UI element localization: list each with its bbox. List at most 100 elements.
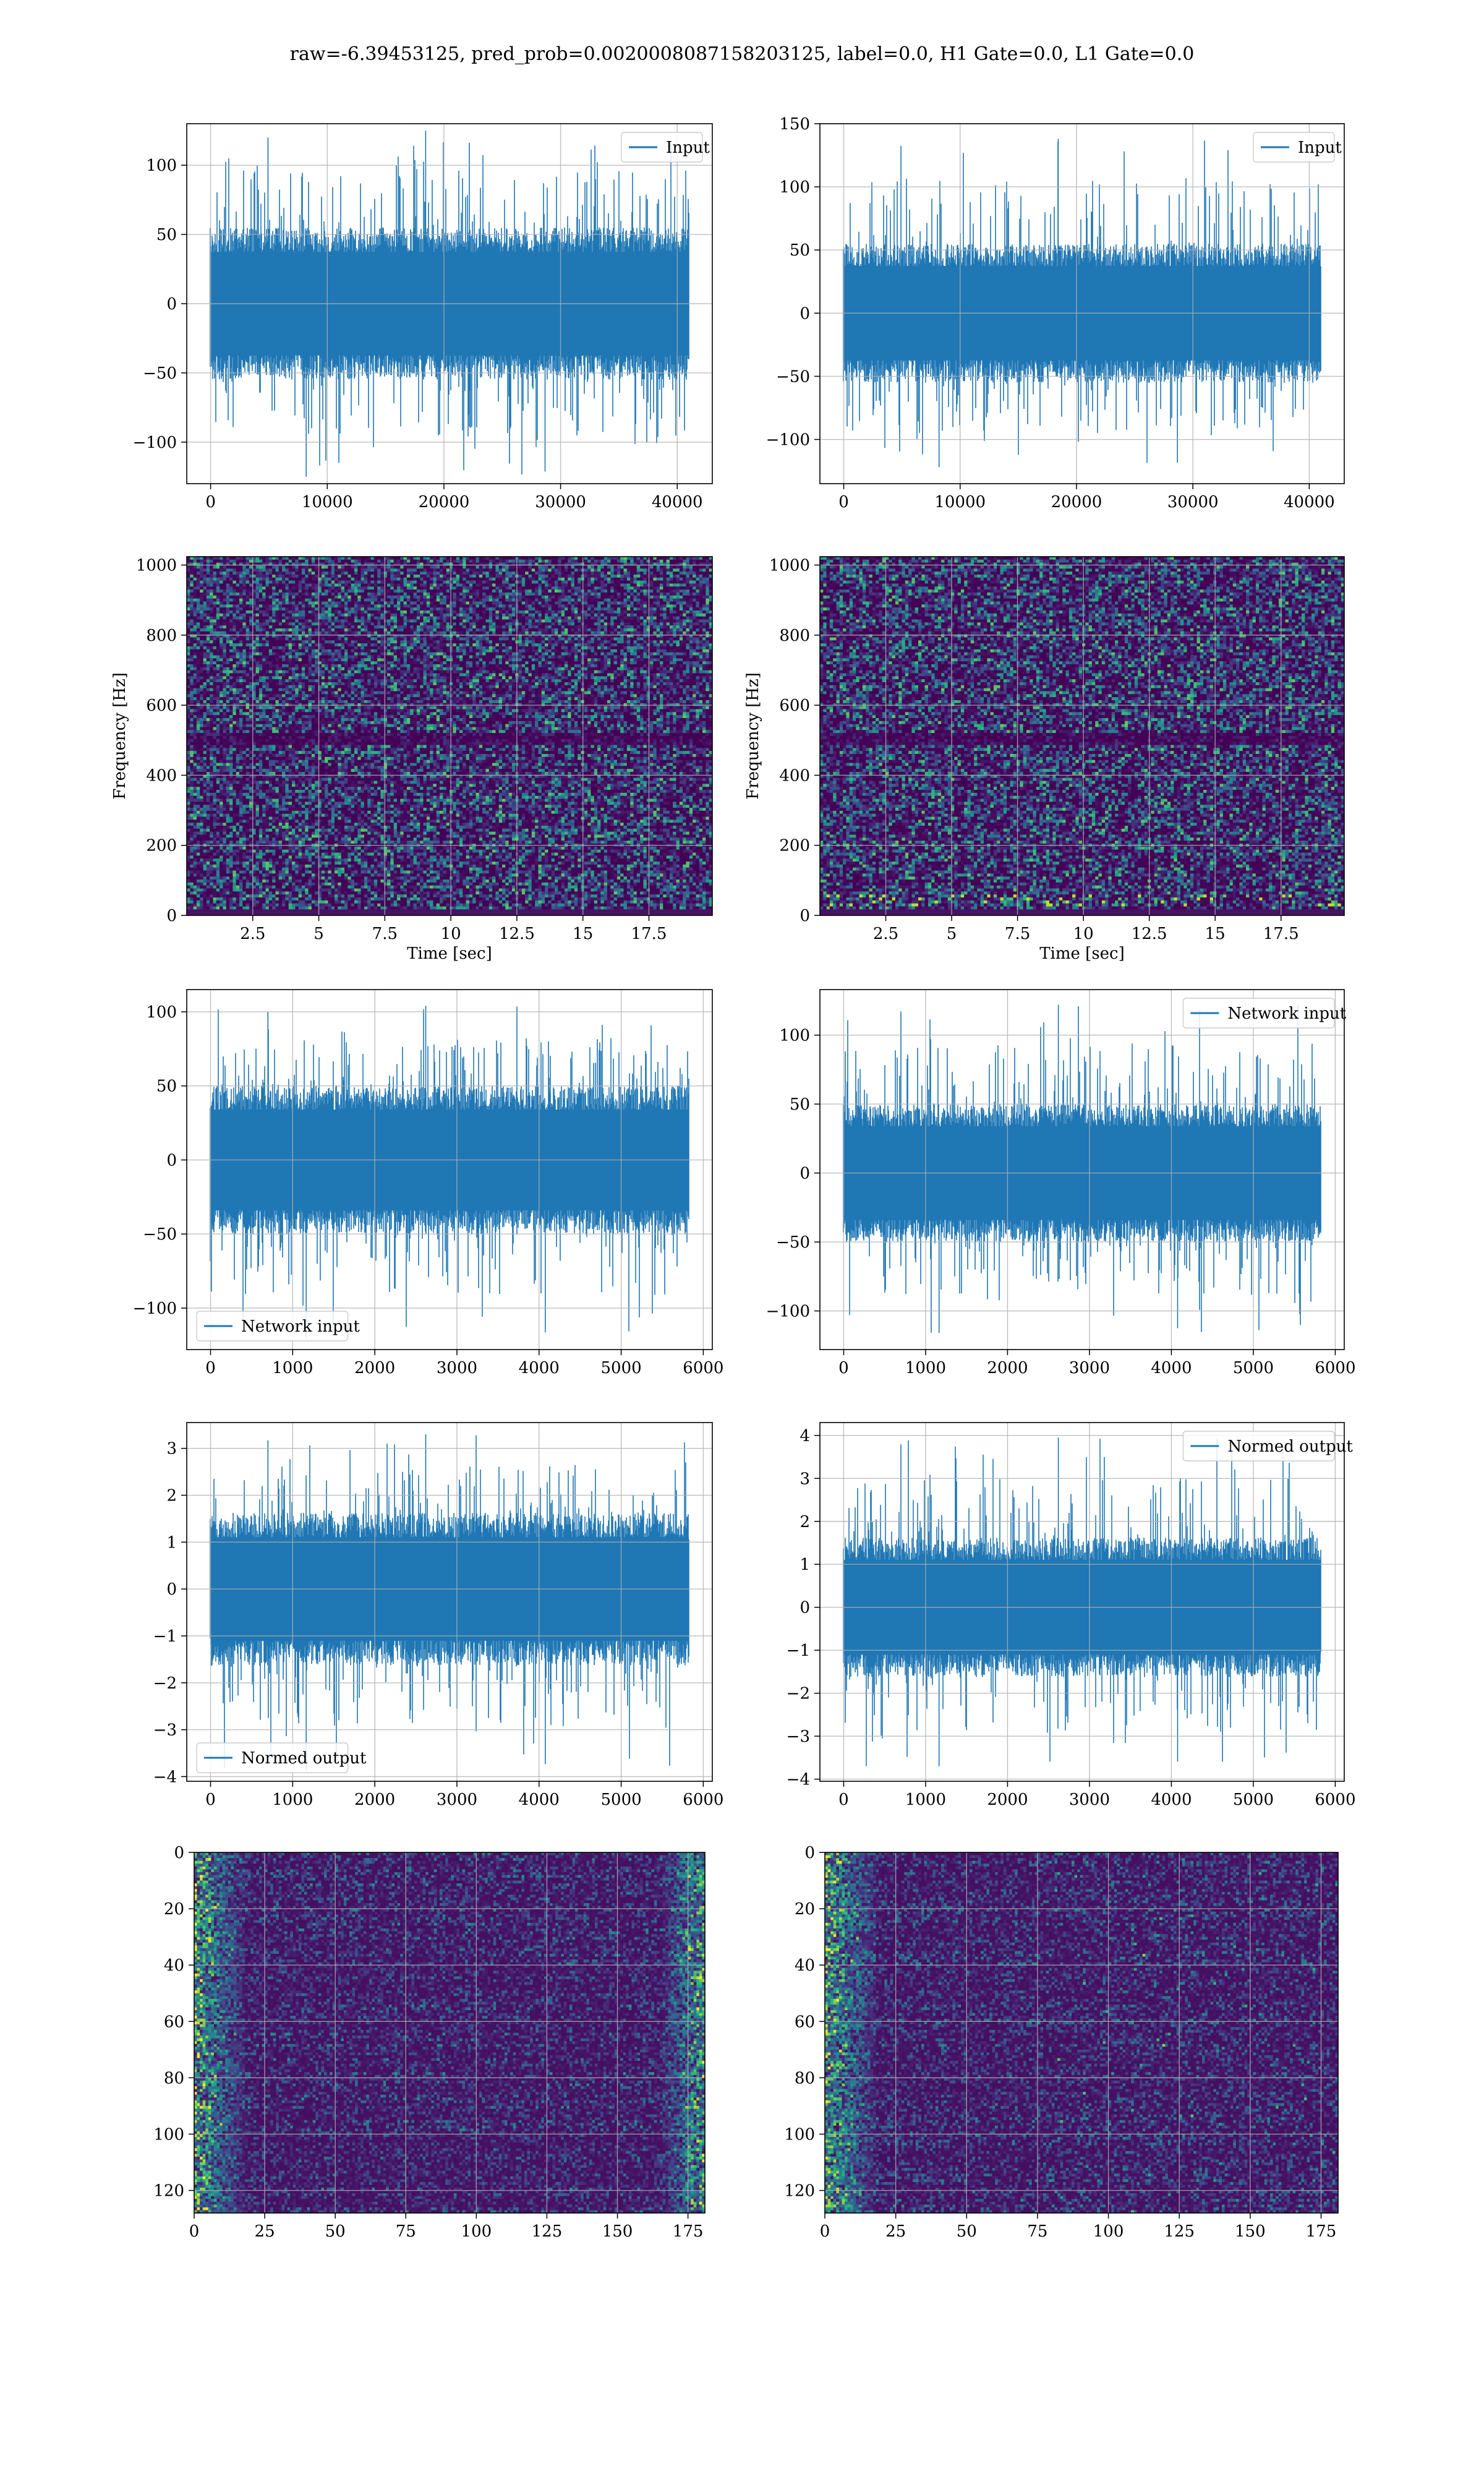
x-tick-label: 3000	[437, 1791, 477, 1809]
panel-norm-l1: 0 1000 2000 3000 4000 5000 6000−4−3−2−101234No…	[787, 1423, 1356, 1809]
x-tick-label: 1000	[905, 1359, 946, 1377]
plot-content	[820, 557, 1345, 916]
x-tick-label: 2000	[987, 1359, 1028, 1377]
panel-net-h1: 0 1000 2000 3000 4000 5000 6000−100−50050100Ne…	[133, 990, 724, 1377]
y-tick-label: 1000	[769, 557, 810, 575]
x-tick-label: 40000	[1284, 493, 1335, 511]
y-tick-label: 600	[146, 696, 177, 715]
y-tick-label: 1	[166, 1533, 177, 1552]
x-tick-label: 4000	[519, 1791, 560, 1809]
x-tick-label: 5000	[1233, 1359, 1274, 1377]
y-tick-label: 0	[800, 304, 810, 323]
panel-input-l1: 0 10000 20000 30000 40000−100−50050100150Inp…	[766, 115, 1344, 511]
x-tick-label: 12.5	[499, 925, 535, 943]
legend: Input	[621, 132, 710, 162]
y-tick-label: −50	[143, 1225, 177, 1244]
x-tick-label: 125	[532, 2222, 563, 2241]
y-tick-label: −100	[133, 434, 177, 452]
y-tick-label: 80	[795, 2069, 815, 2087]
y-tick-label: −1	[153, 1627, 177, 1646]
legend-label: Input	[1298, 139, 1342, 157]
y-tick-label: 120	[153, 2182, 184, 2201]
y-tick-label: 4	[800, 1427, 810, 1445]
x-tick-label: 0	[205, 1791, 216, 1809]
x-tick-label: 2000	[354, 1359, 395, 1377]
x-tick-label: 20000	[1051, 493, 1102, 511]
y-tick-label: 0	[804, 1844, 815, 1862]
legend-label: Network input	[1227, 1004, 1346, 1023]
y-tick-label: 60	[164, 2013, 184, 2031]
panel-spec-l1: 2.5 5 7.5 10 12.5 15 17.502004006008001000Time…	[744, 557, 1345, 963]
x-tick-label: 4000	[519, 1359, 560, 1377]
legend-label: Normed output	[241, 1749, 367, 1768]
x-tick-label: 50	[957, 2222, 977, 2241]
x-tick-label: 5000	[600, 1359, 641, 1377]
x-tick-label: 3000	[437, 1359, 477, 1377]
x-tick-label: 1000	[272, 1359, 313, 1377]
y-tick-label: 150	[779, 115, 810, 134]
y-tick-label: −3	[787, 1727, 810, 1746]
y-tick-label: 20	[164, 1900, 184, 1919]
y-tick-label: 80	[164, 2069, 184, 2087]
y-tick-label: −50	[776, 367, 810, 386]
x-tick-label: 2.5	[240, 925, 265, 943]
y-tick-label: 600	[779, 696, 810, 715]
y-tick-label: −2	[787, 1685, 810, 1703]
y-tick-label: 50	[790, 1095, 810, 1114]
y-tick-label: 0	[166, 1580, 177, 1599]
y-tick-label: 20	[795, 1900, 815, 1919]
y-tick-label: −100	[766, 1303, 810, 1321]
y-tick-label: 400	[779, 766, 810, 785]
x-tick-label: 4000	[1151, 1359, 1192, 1377]
y-tick-label: 200	[146, 837, 177, 855]
y-tick-label: 40	[795, 1956, 815, 1975]
y-tick-label: −4	[153, 1768, 177, 1786]
y-tick-label: 1000	[136, 557, 177, 575]
y-tick-label: 40	[164, 1956, 184, 1975]
x-tick-label: 125	[1164, 2222, 1195, 2241]
legend-label: Network input	[241, 1317, 360, 1336]
y-tick-label: 1	[800, 1556, 810, 1574]
y-axis-label: Frequency [Hz]	[111, 672, 129, 800]
x-tick-label: 175	[673, 2222, 704, 2241]
y-tick-label: 100	[779, 1027, 810, 1045]
x-tick-label: 0	[205, 1359, 216, 1377]
x-tick-label: 100	[461, 2222, 492, 2241]
y-tick-label: 400	[146, 766, 177, 785]
x-tick-label: 6000	[683, 1791, 723, 1809]
y-tick-label: 50	[156, 226, 177, 244]
y-tick-label: 800	[779, 627, 810, 645]
y-tick-label: 0	[800, 1165, 810, 1183]
y-tick-label: 100	[146, 156, 177, 175]
x-tick-label: 150	[1235, 2222, 1266, 2241]
x-tick-label: 1000	[905, 1791, 946, 1809]
y-tick-label: 2	[166, 1487, 177, 1505]
y-tick-label: −3	[153, 1721, 177, 1740]
plot-content	[825, 1852, 1339, 2214]
x-tick-label: 3000	[1069, 1791, 1110, 1809]
y-tick-label: 120	[784, 2182, 815, 2201]
x-tick-label: 25	[255, 2222, 275, 2241]
x-tick-label: 6000	[1315, 1791, 1355, 1809]
panel-net-l1: 0 1000 2000 3000 4000 5000 6000−100−50050100Ne…	[766, 990, 1356, 1377]
y-tick-label: −4	[787, 1771, 810, 1789]
y-tick-label: 60	[795, 2013, 815, 2031]
x-tick-label: 5000	[600, 1791, 641, 1809]
x-tick-label: 0	[189, 2222, 200, 2241]
x-tick-label: 10	[441, 925, 461, 943]
y-tick-label: 100	[779, 178, 810, 197]
x-tick-label: 0	[205, 493, 216, 511]
y-tick-label: 50	[156, 1077, 177, 1096]
x-tick-label: 2.5	[873, 925, 898, 943]
x-tick-label: 175	[1306, 2222, 1337, 2241]
y-tick-label: 0	[800, 1599, 810, 1617]
y-tick-label: 100	[784, 2125, 815, 2144]
y-tick-label: 100	[146, 1003, 177, 1022]
legend-label: Input	[666, 139, 710, 157]
x-tick-label: 4000	[1151, 1791, 1192, 1809]
y-tick-label: −100	[766, 431, 810, 450]
x-tick-label: 5	[313, 925, 324, 943]
